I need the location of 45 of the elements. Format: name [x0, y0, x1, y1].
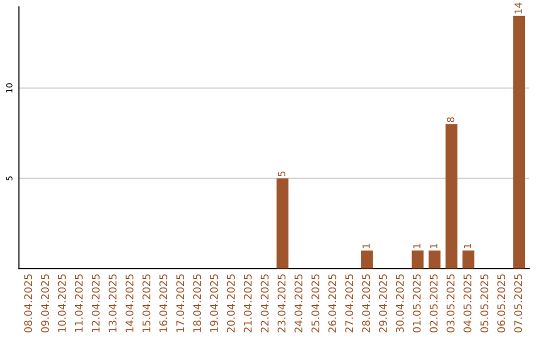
x-tick-label: 01.05.2025 [412, 274, 421, 332]
x-tick-label: 28.04.2025 [362, 274, 370, 332]
data-label: 1 [464, 244, 472, 248]
x-tick-label: 17.04.2025 [176, 274, 184, 332]
x-tick-label: 03.05.2025 [446, 274, 454, 332]
x-tick-label: 20.04.2025 [226, 274, 235, 332]
data-label: 5 [278, 172, 286, 176]
bar [446, 124, 458, 269]
x-tick-label: 11.04.2025 [74, 274, 83, 332]
data-label: 1 [413, 244, 420, 248]
x-tick-label: 19.04.2025 [210, 274, 218, 332]
bar [276, 178, 288, 269]
x-tick-label: 04.05.2025 [464, 274, 472, 332]
y-tick-label: 10 [6, 83, 12, 92]
data-label: 1 [430, 244, 438, 248]
x-tick-label: 23.04.2025 [278, 274, 286, 332]
x-tick-label: 25.04.2025 [311, 274, 320, 332]
x-tick-label: 18.04.2025 [193, 274, 202, 332]
x-tick-label: 09.04.2025 [41, 274, 49, 332]
x-tick-label: 26.04.2025 [328, 274, 336, 332]
data-label: 14 [514, 2, 522, 14]
bar [412, 250, 424, 269]
x-tick-label: 16.04.2025 [159, 274, 168, 332]
x-tick-label: 12.04.2025 [92, 274, 100, 332]
x-tick-label: 22.04.2025 [260, 274, 269, 332]
bar [462, 250, 474, 269]
x-tick-label: 10.04.2025 [58, 274, 66, 332]
bar [513, 16, 525, 269]
x-tick-label: 29.04.2025 [379, 274, 387, 332]
x-tick-label: 06.05.2025 [497, 274, 506, 332]
x-tick-label: 05.05.2025 [480, 274, 488, 332]
x-tick-label: 02.05.2025 [430, 274, 438, 332]
x-tick-label: 13.04.2025 [108, 274, 117, 332]
data-label: 8 [446, 117, 454, 122]
x-tick-label: 30.04.2025 [396, 274, 404, 332]
x-tick-label: 27.04.2025 [345, 274, 354, 332]
bar [428, 250, 440, 269]
data-label: 1 [362, 244, 370, 248]
bar [361, 250, 373, 269]
x-tick-label: 24.04.2025 [294, 274, 302, 332]
x-tick-label: 07.05.2025 [514, 274, 522, 332]
x-tick-label: 15.04.2025 [142, 274, 150, 332]
x-tick-label: 14.04.2025 [126, 274, 134, 332]
x-tick-label: 08.04.2025 [24, 274, 32, 332]
x-tick-label: 21.04.2025 [244, 274, 252, 332]
